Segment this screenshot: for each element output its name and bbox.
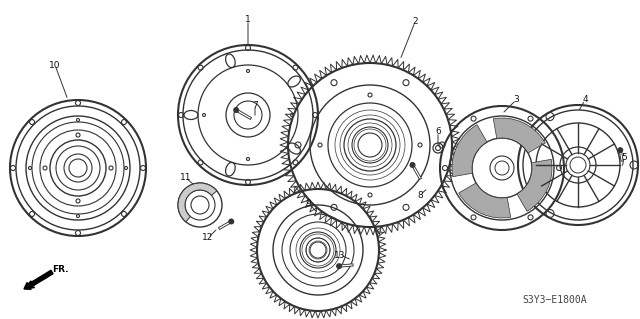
Circle shape: [228, 219, 234, 225]
Text: S3Y3−E1800A: S3Y3−E1800A: [523, 295, 588, 305]
Circle shape: [233, 107, 239, 113]
Wedge shape: [178, 183, 217, 222]
Wedge shape: [459, 183, 511, 218]
Text: 7: 7: [252, 100, 258, 109]
Text: 4: 4: [582, 95, 588, 105]
Text: 12: 12: [202, 234, 214, 242]
FancyArrow shape: [24, 270, 53, 289]
Circle shape: [336, 263, 342, 269]
Circle shape: [410, 162, 415, 168]
Text: 8: 8: [417, 190, 423, 199]
Wedge shape: [517, 159, 552, 211]
Text: 13: 13: [334, 250, 346, 259]
Text: 11: 11: [180, 174, 192, 182]
Circle shape: [617, 147, 623, 153]
Text: 5: 5: [621, 153, 627, 162]
Text: 10: 10: [49, 61, 61, 70]
Text: 2: 2: [412, 18, 418, 26]
Text: 3: 3: [513, 95, 519, 105]
Text: 1: 1: [245, 16, 251, 25]
Text: 6: 6: [435, 128, 441, 137]
Wedge shape: [493, 118, 545, 153]
Text: 9: 9: [305, 198, 311, 207]
Wedge shape: [452, 125, 487, 177]
Text: FR.: FR.: [26, 265, 68, 288]
